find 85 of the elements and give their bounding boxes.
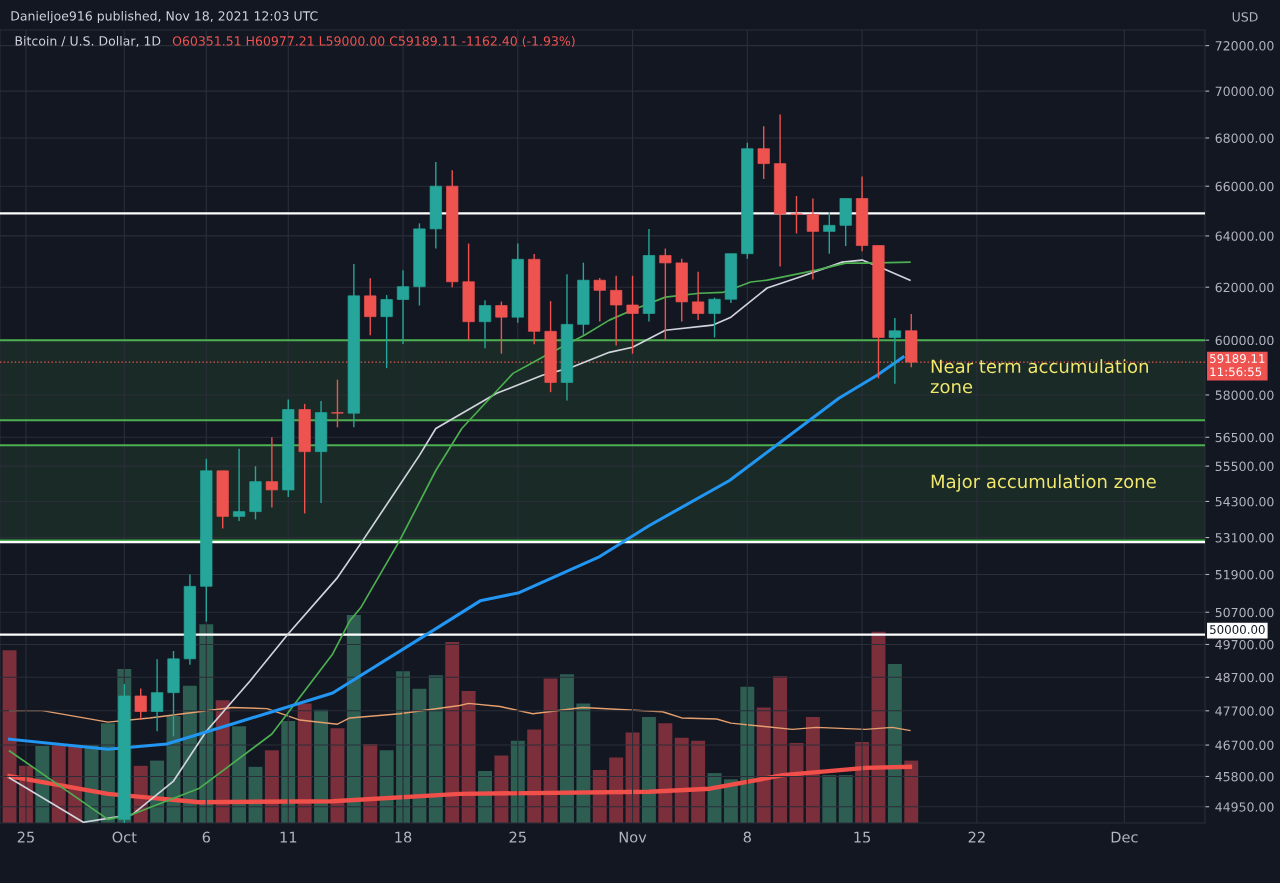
candlestick bbox=[823, 211, 836, 255]
bar bbox=[658, 723, 673, 823]
chart-subtitle: O60351.51 H60977.21 L59000.00 C59189.11 -1162.40 (-1.93%) bbox=[172, 35, 575, 48]
y-tick-label: 58000.00 bbox=[1215, 390, 1274, 400]
candlestick bbox=[331, 379, 344, 429]
chart-title: Bitcoin / U.S. Dollar, 1D bbox=[15, 35, 161, 47]
candlestick bbox=[708, 296, 721, 339]
bar bbox=[379, 750, 394, 823]
candlestick bbox=[790, 195, 803, 235]
y-tick-label: 64000.00 bbox=[1215, 231, 1274, 241]
ref-line-label: 50000.00 bbox=[1210, 625, 1265, 634]
x-tick-label: 25 bbox=[17, 831, 34, 843]
y-tick-label: 70000.00 bbox=[1215, 86, 1274, 97]
bar bbox=[330, 728, 345, 823]
candlestick bbox=[495, 300, 508, 355]
candlestick bbox=[806, 197, 819, 281]
bar bbox=[822, 775, 837, 823]
bar bbox=[805, 716, 820, 823]
candlestick bbox=[134, 687, 147, 721]
bar bbox=[543, 678, 558, 823]
bar bbox=[428, 675, 443, 823]
x-tick-label: 25 bbox=[509, 831, 526, 843]
bar bbox=[314, 709, 329, 823]
x-tick-label: Nov bbox=[619, 831, 647, 843]
x-tick-label: 8 bbox=[743, 831, 751, 843]
y-tick-label: 45800.00 bbox=[1215, 771, 1274, 782]
y-tick-label: 60000.00 bbox=[1215, 335, 1274, 346]
y-tick-label: 48700.00 bbox=[1215, 672, 1274, 683]
bar bbox=[264, 750, 279, 823]
candlestick bbox=[593, 277, 606, 323]
y-tick-label: 66000.00 bbox=[1215, 181, 1274, 192]
bar bbox=[756, 707, 771, 823]
x-tick-label: Oct bbox=[112, 831, 137, 843]
candlestick bbox=[233, 448, 246, 522]
bar bbox=[2, 650, 17, 823]
text: USD bbox=[1232, 12, 1258, 22]
y-tick-label: 56500.00 bbox=[1215, 432, 1274, 443]
bar bbox=[641, 716, 656, 823]
bar bbox=[773, 676, 788, 823]
ref-line-label: 59189.11 11:56:55 bbox=[1210, 354, 1265, 377]
bar bbox=[346, 615, 361, 823]
y-tick-label: 50700.00 bbox=[1215, 607, 1274, 618]
candlestick bbox=[610, 275, 623, 347]
x-tick-label: 6 bbox=[202, 831, 211, 843]
y-tick-label: 62000.00 bbox=[1215, 282, 1274, 293]
bar bbox=[609, 757, 624, 823]
y-tick-label: 68000.00 bbox=[1215, 133, 1274, 143]
candlestick bbox=[478, 299, 492, 349]
candlestick bbox=[757, 125, 770, 180]
bar bbox=[412, 688, 427, 823]
candlestick bbox=[364, 277, 377, 337]
annotation: Near term accumulation zone bbox=[930, 359, 1148, 394]
y-tick-label: 47700.00 bbox=[1215, 706, 1274, 716]
y-tick-label: 55500.00 bbox=[1215, 461, 1274, 472]
annotation: Major accumulation zone bbox=[931, 474, 1156, 492]
candlestick bbox=[151, 658, 164, 732]
x-tick-label: 15 bbox=[854, 831, 871, 843]
y-tick-label: 49700.00 bbox=[1215, 639, 1274, 650]
bar bbox=[527, 729, 542, 823]
y-tick-label: 51900.00 bbox=[1215, 569, 1274, 580]
x-tick-label: 22 bbox=[968, 831, 985, 843]
text: Danieljoe916 published, Nov 18, 2021 12:03 UTC bbox=[11, 10, 318, 24]
x-tick-label: Dec bbox=[1111, 831, 1138, 843]
candlestick bbox=[265, 436, 278, 509]
candlestick bbox=[380, 294, 393, 369]
bar bbox=[576, 703, 591, 823]
candlestick bbox=[692, 270, 705, 321]
y-tick-label: 54300.00 bbox=[1215, 496, 1274, 507]
bar bbox=[838, 775, 853, 823]
bar bbox=[445, 642, 460, 823]
candlestick bbox=[626, 275, 639, 355]
bar bbox=[904, 760, 919, 823]
bar bbox=[297, 703, 312, 823]
candlestick bbox=[396, 269, 410, 345]
candlestick bbox=[888, 317, 901, 385]
y-tick-label: 53100.00 bbox=[1215, 533, 1274, 543]
bar bbox=[887, 663, 902, 823]
bar bbox=[461, 690, 476, 823]
x-tick-label: 11 bbox=[280, 831, 297, 843]
y-tick-label: 72000.00 bbox=[1215, 41, 1274, 51]
x-tick-label: 18 bbox=[395, 831, 412, 843]
y-tick-label: 46700.00 bbox=[1215, 740, 1274, 750]
candlestick bbox=[659, 247, 672, 341]
y-tick-label: 44950.00 bbox=[1215, 802, 1274, 812]
bar bbox=[560, 674, 574, 823]
